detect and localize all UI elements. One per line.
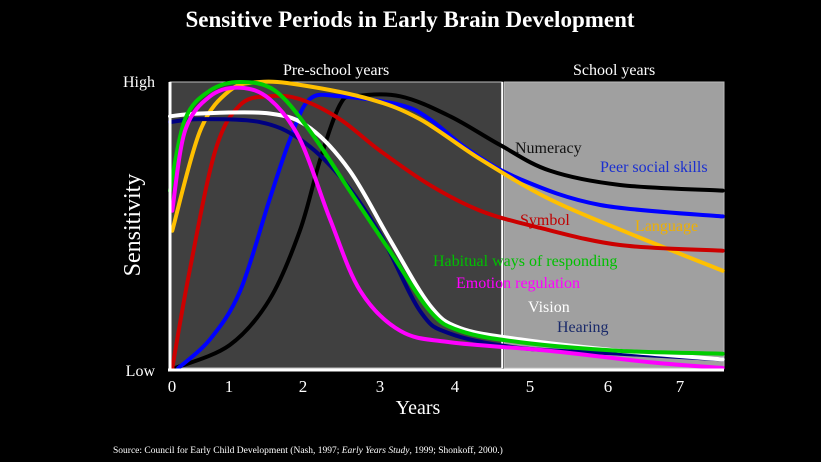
series-label: Hearing — [557, 319, 609, 336]
series-label: Peer social skills — [600, 159, 708, 176]
series-line-habitual-ways-of-responding — [168, 79, 725, 356]
series-label: Emotion regulation — [456, 275, 580, 292]
region-label: School years — [573, 62, 655, 79]
x-tick-label: 4 — [451, 377, 460, 396]
x-tick-label: 6 — [604, 377, 613, 396]
chart-title: Sensitive Periods in Early Brain Develop… — [185, 7, 634, 32]
x-tick-label: 0 — [168, 377, 177, 396]
series-line-peer-social-skills — [176, 92, 725, 370]
region-label: Pre-school years — [283, 62, 389, 79]
source-prefix: Source: Council for Early Child Developm… — [113, 445, 342, 456]
series-line-emotion-regulation — [170, 85, 725, 370]
series-line-language — [170, 79, 725, 273]
y-tick-low: Low — [126, 363, 156, 380]
x-tick-label: 1 — [225, 377, 234, 396]
series-label: Vision — [528, 299, 570, 316]
x-ticks: 0 1 2 3 4 5 6 7 — [168, 377, 685, 396]
series-line-symbol — [170, 93, 725, 370]
series-label: Numeracy — [515, 140, 582, 157]
series-label: Symbol — [520, 212, 570, 229]
y-tick-high: High — [123, 74, 155, 91]
source-note: Source: Council for Early Child Developm… — [113, 445, 503, 456]
x-tick-label: 7 — [676, 377, 685, 396]
series-label: Habitual ways of responding — [433, 253, 617, 270]
series-labels: Numeracy Peer social skills Language Symbol… — [433, 140, 708, 336]
series-label: Language — [635, 218, 698, 235]
y-axis-label: Sensitivity — [120, 174, 146, 277]
source-suffix: , 1999; Shonkoff, 2000.) — [409, 445, 502, 456]
source-italic: Early Years Study — [341, 446, 411, 456]
x-tick-label: 2 — [299, 377, 308, 396]
x-tick-label: 3 — [376, 377, 385, 396]
series-lines — [168, 79, 725, 370]
x-axis-label: Years — [396, 397, 441, 419]
x-tick-label: 5 — [526, 377, 535, 396]
